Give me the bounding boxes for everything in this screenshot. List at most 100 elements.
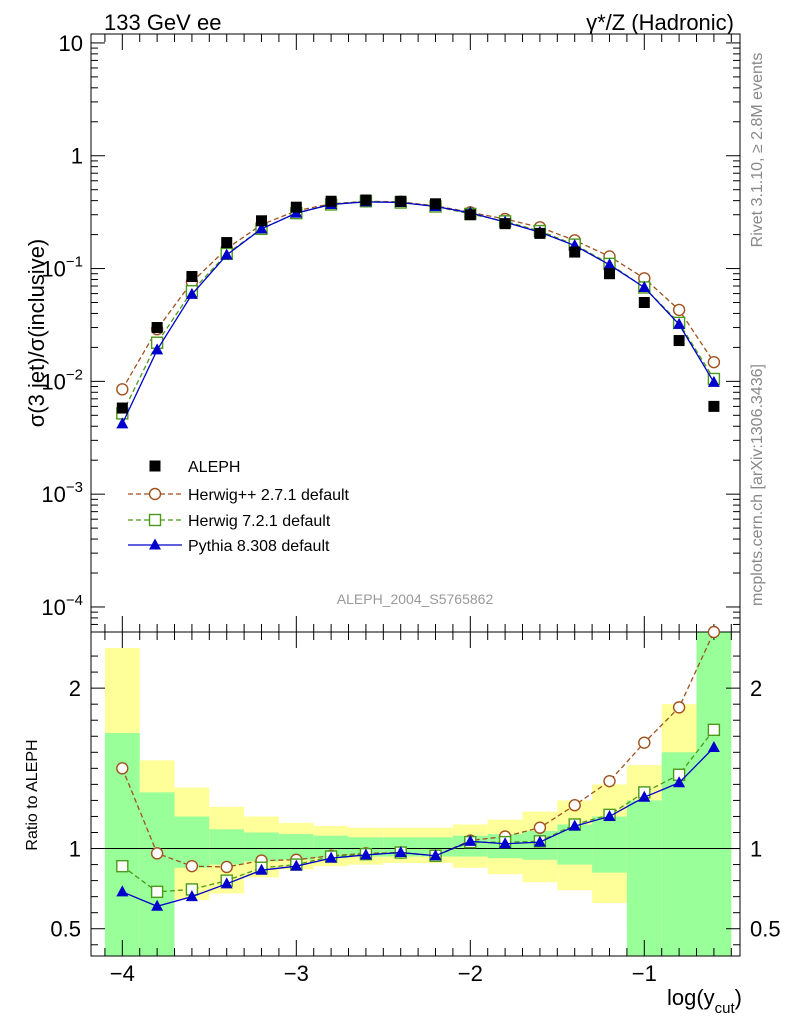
band-inner-7	[348, 837, 384, 857]
band-inner-1	[139, 792, 175, 956]
x-tick-label: −4	[110, 961, 135, 986]
point-pythia	[220, 248, 233, 260]
bottom-ylabel-group: Ratio to ALEPH	[24, 739, 41, 850]
band-inner-15	[626, 800, 662, 956]
band-inner-17	[696, 632, 732, 956]
point-data	[499, 218, 511, 230]
point-data	[534, 227, 546, 239]
point-pythia	[116, 417, 129, 429]
top-y-tick-label: 10−1	[41, 254, 83, 282]
point-pythia	[499, 837, 512, 849]
point-data	[360, 194, 372, 206]
top-y-tick-label: 10−4	[41, 592, 83, 620]
series-line-pythia	[122, 747, 715, 907]
bottom-axes: −4 −3 −2 −1 0.5 0.5 1 1 2 2	[50, 631, 781, 986]
point-data	[464, 209, 476, 221]
point-pythia	[429, 849, 442, 861]
point-herwig7	[150, 885, 164, 899]
point-pythia	[394, 846, 407, 858]
point-herwigpp	[707, 355, 721, 369]
bottom-y-tick-label: 1	[69, 837, 81, 862]
point-data	[221, 237, 233, 249]
legend-label-herwig7: Herwig 7.2.1 default	[188, 513, 331, 530]
point-data	[638, 297, 650, 309]
top-axes: 10−4 10−3 10−2 10−1 1 10	[41, 31, 741, 633]
x-axis-label: log(ycut)	[667, 985, 742, 1017]
point-data	[151, 322, 163, 334]
point-data	[325, 195, 337, 207]
point-pythia	[151, 343, 164, 355]
top-y-tick-label: 10−3	[41, 479, 83, 507]
point-data	[569, 246, 581, 258]
band-inner-14	[592, 816, 627, 873]
series-data	[116, 194, 720, 414]
point-data	[290, 201, 302, 213]
band-inner-2	[174, 816, 210, 868]
x-tick-label: −1	[632, 961, 657, 986]
top-series-layer	[116, 194, 721, 429]
point-data	[430, 198, 442, 210]
point-herwigpp	[672, 303, 686, 317]
legend-label-herwigpp: Herwig++ 2.7.1 default	[188, 487, 350, 504]
header-left-label: 133 GeV ee	[104, 10, 221, 35]
point-data	[673, 335, 685, 347]
legend-marker-herwigpp	[148, 487, 162, 501]
point-pythia	[220, 877, 233, 889]
point-pythia	[603, 809, 616, 821]
point-data	[395, 195, 407, 207]
bottom-y-tick-label: 0.5	[50, 917, 81, 942]
x-tick-label: −3	[284, 961, 309, 986]
bottom-y-tick-label-right: 0.5	[750, 917, 781, 942]
point-herwigpp	[116, 383, 129, 396]
point-herwigpp	[533, 821, 547, 834]
bottom-y-tick-label-right: 1	[750, 837, 762, 862]
point-pythia	[290, 859, 303, 871]
bottom-y-tick-label: 2	[69, 676, 81, 701]
point-herwigpp	[638, 736, 651, 749]
watermark-label: ALEPH_2004_S5765862	[337, 591, 494, 607]
rivet-label: Rivet 3.1.10, ≥ 2.8M events	[749, 53, 766, 248]
point-pythia	[255, 222, 268, 234]
band-inner-6	[313, 835, 349, 859]
top-y-tick-label: 1	[71, 144, 83, 169]
point-pythia	[359, 848, 372, 860]
point-pythia	[568, 819, 581, 831]
top-y-tick-label: 10	[59, 31, 83, 56]
top-y-axis-label: σ(3 jet)/σ(inclusive)	[24, 239, 49, 428]
point-herwig7	[116, 859, 129, 873]
point-pythia	[116, 885, 129, 897]
point-herwigpp	[116, 762, 129, 775]
legend-marker-data	[149, 460, 161, 472]
point-data	[256, 215, 268, 227]
point-data	[604, 268, 616, 280]
point-pythia	[603, 258, 616, 270]
point-herwigpp	[603, 774, 616, 788]
point-herwigpp	[150, 847, 164, 860]
legend-marker-herwig7	[148, 513, 162, 527]
series-line-pythia	[121, 201, 715, 425]
bottom-y-tick-label-right: 2	[750, 676, 762, 701]
point-pythia	[533, 835, 546, 847]
series-pythia	[116, 740, 720, 911]
mcplots-label: mcplots.cern.ch [arXiv:1306.3436]	[749, 364, 766, 606]
point-herwigpp	[185, 859, 199, 873]
point-herwigpp	[568, 799, 581, 812]
point-pythia	[673, 317, 686, 329]
point-herwigpp	[672, 701, 686, 714]
top-ylabel-group: σ(3 jet)/σ(inclusive)	[24, 239, 49, 428]
point-pythia	[707, 740, 720, 752]
legend-label-data: ALEPH	[188, 459, 240, 476]
band-inner-3	[209, 829, 245, 865]
point-pythia	[185, 890, 198, 902]
bottom-series-layer	[116, 625, 721, 911]
legend: ALEPH Herwig++ 2.7.1 default Herwig 7.2.1 …	[128, 459, 350, 555]
point-pythia	[151, 899, 164, 911]
point-data	[708, 400, 720, 412]
point-pythia	[255, 863, 268, 875]
legend-marker-pythia	[149, 538, 161, 550]
point-pythia	[325, 851, 338, 863]
point-pythia	[707, 375, 720, 387]
point-data	[186, 271, 198, 283]
point-herwig7	[707, 723, 721, 737]
x-tick-label: −2	[458, 961, 483, 986]
